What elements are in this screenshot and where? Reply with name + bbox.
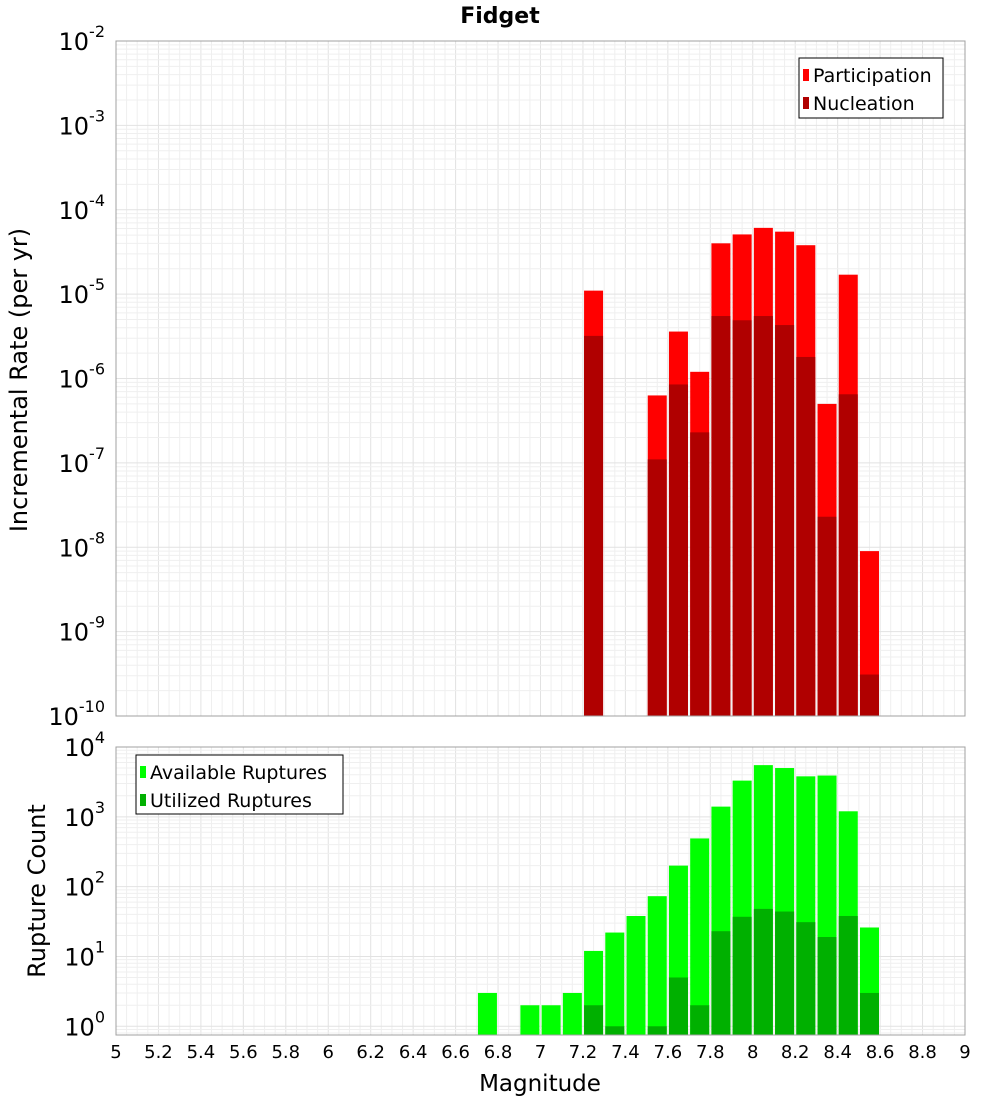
bar-available-ruptures <box>520 1005 540 1035</box>
y-tick-label: 103 <box>64 798 105 832</box>
legend-label: Utilized Ruptures <box>150 790 312 812</box>
y-tick-label: 104 <box>64 728 105 762</box>
legend-label: Nucleation <box>813 93 915 115</box>
bar-utilized-ruptures <box>817 936 837 1035</box>
top-legend: Participation Nucleation <box>798 57 944 119</box>
bar-available-ruptures <box>626 915 646 1035</box>
x-tick-label: 7.4 <box>611 1042 640 1063</box>
x-tick-label: 8.4 <box>823 1042 852 1063</box>
bar-utilized-ruptures <box>605 1026 625 1035</box>
y-tick-label: 10-3 <box>59 106 106 140</box>
x-tick-label: 5.4 <box>187 1042 216 1063</box>
bar-available-ruptures <box>647 896 667 1035</box>
bar-nucleation <box>584 335 604 716</box>
bar-available-ruptures <box>605 932 625 1035</box>
x-tick-labels: 5 5.2 5.4 5.6 5.8 6 6.2 6.4 6.6 6.8 7 7.2 7.4 7.6 7.8 8… <box>110 1042 970 1063</box>
chart-title: Fidget <box>460 4 540 29</box>
bar-utilized-ruptures <box>838 915 858 1035</box>
top-y-tick-labels: 10-10 10-9 10-8 10-7 10-6 10-5 10-4 10-3 10-2 <box>48 22 105 731</box>
bottom-legend: Available Ruptures Utilized Ruptures <box>135 754 344 815</box>
x-tick-label: 6.8 <box>484 1042 513 1063</box>
x-tick-label: 8.6 <box>866 1042 895 1063</box>
x-tick-label: 7.8 <box>696 1042 725 1063</box>
bottom-y-tick-labels: 100 101 102 103 104 <box>64 728 105 1041</box>
x-tick-label: 7.2 <box>569 1042 598 1063</box>
bar-nucleation <box>859 674 879 716</box>
legend-box <box>798 57 944 119</box>
y-tick-label: 10-9 <box>59 613 106 647</box>
x-tick-label: 5.6 <box>229 1042 258 1063</box>
y-tick-label: 10-4 <box>59 191 106 225</box>
top-plot-grid <box>115 40 966 717</box>
bar-utilized-ruptures <box>711 931 731 1035</box>
bar-utilized-ruptures <box>690 1005 710 1035</box>
bottom-plot-bars <box>477 765 879 1035</box>
y-tick-label: 10-7 <box>59 444 106 478</box>
y-tick-label: 10-10 <box>48 697 105 731</box>
top-plot-bars <box>584 227 879 717</box>
x-tick-label: 6.4 <box>399 1042 428 1063</box>
bar-available-ruptures <box>690 838 710 1035</box>
bottom-y-axis-label: Rupture Count <box>23 804 51 978</box>
top-plot-frame <box>115 40 966 717</box>
y-tick-label: 102 <box>64 868 105 902</box>
y-tick-label: 10-6 <box>59 360 106 394</box>
legend-swatch <box>803 69 809 81</box>
bar-available-ruptures <box>541 1005 561 1035</box>
bar-utilized-ruptures <box>668 977 688 1035</box>
x-tick-label: 9 <box>959 1042 970 1063</box>
bar-nucleation <box>817 516 837 716</box>
y-tick-label: 10-8 <box>59 528 106 562</box>
bar-available-ruptures <box>477 992 497 1035</box>
bar-available-ruptures <box>562 992 582 1035</box>
x-axis-label: Magnitude <box>479 1071 601 1097</box>
bar-utilized-ruptures <box>859 992 879 1035</box>
legend-label: Participation <box>813 65 932 87</box>
x-tick-label: 6.6 <box>441 1042 470 1063</box>
legend-swatch <box>140 766 146 778</box>
bar-utilized-ruptures <box>753 908 773 1035</box>
y-tick-label: 101 <box>64 937 105 971</box>
legend-swatch <box>140 794 146 806</box>
bar-nucleation <box>753 316 773 716</box>
bar-utilized-ruptures <box>796 922 816 1035</box>
bar-nucleation <box>647 459 667 716</box>
y-tick-label: 10-2 <box>59 22 106 56</box>
x-tick-label: 7.6 <box>654 1042 683 1063</box>
x-tick-label: 8.2 <box>781 1042 810 1063</box>
x-tick-label: 5 <box>110 1042 121 1063</box>
x-tick-label: 5.2 <box>144 1042 173 1063</box>
legend-swatch <box>803 97 809 109</box>
bar-nucleation <box>690 432 710 716</box>
legend-label: Available Ruptures <box>150 762 327 784</box>
bar-nucleation <box>668 384 688 716</box>
bar-nucleation <box>711 316 731 716</box>
x-tick-label: 6 <box>323 1042 334 1063</box>
bar-nucleation <box>732 320 752 716</box>
x-tick-label: 8 <box>747 1042 758 1063</box>
x-tick-label: 5.8 <box>271 1042 300 1063</box>
x-tick-label: 8.8 <box>908 1042 937 1063</box>
bar-nucleation <box>775 325 795 716</box>
bar-utilized-ruptures <box>775 911 795 1035</box>
bar-nucleation <box>796 356 816 716</box>
y-tick-label: 10-5 <box>59 275 106 309</box>
bottom-plot-frame <box>115 746 966 1036</box>
bar-utilized-ruptures <box>732 916 752 1035</box>
top-y-axis-label: Incremental Rate (per yr) <box>5 228 33 532</box>
legend-box <box>135 754 344 815</box>
bar-nucleation <box>838 394 858 716</box>
bar-utilized-ruptures <box>647 1026 667 1035</box>
y-tick-label: 100 <box>64 1007 105 1041</box>
x-tick-label: 7 <box>535 1042 546 1063</box>
bar-utilized-ruptures <box>584 1005 604 1035</box>
x-tick-label: 6.2 <box>356 1042 385 1063</box>
